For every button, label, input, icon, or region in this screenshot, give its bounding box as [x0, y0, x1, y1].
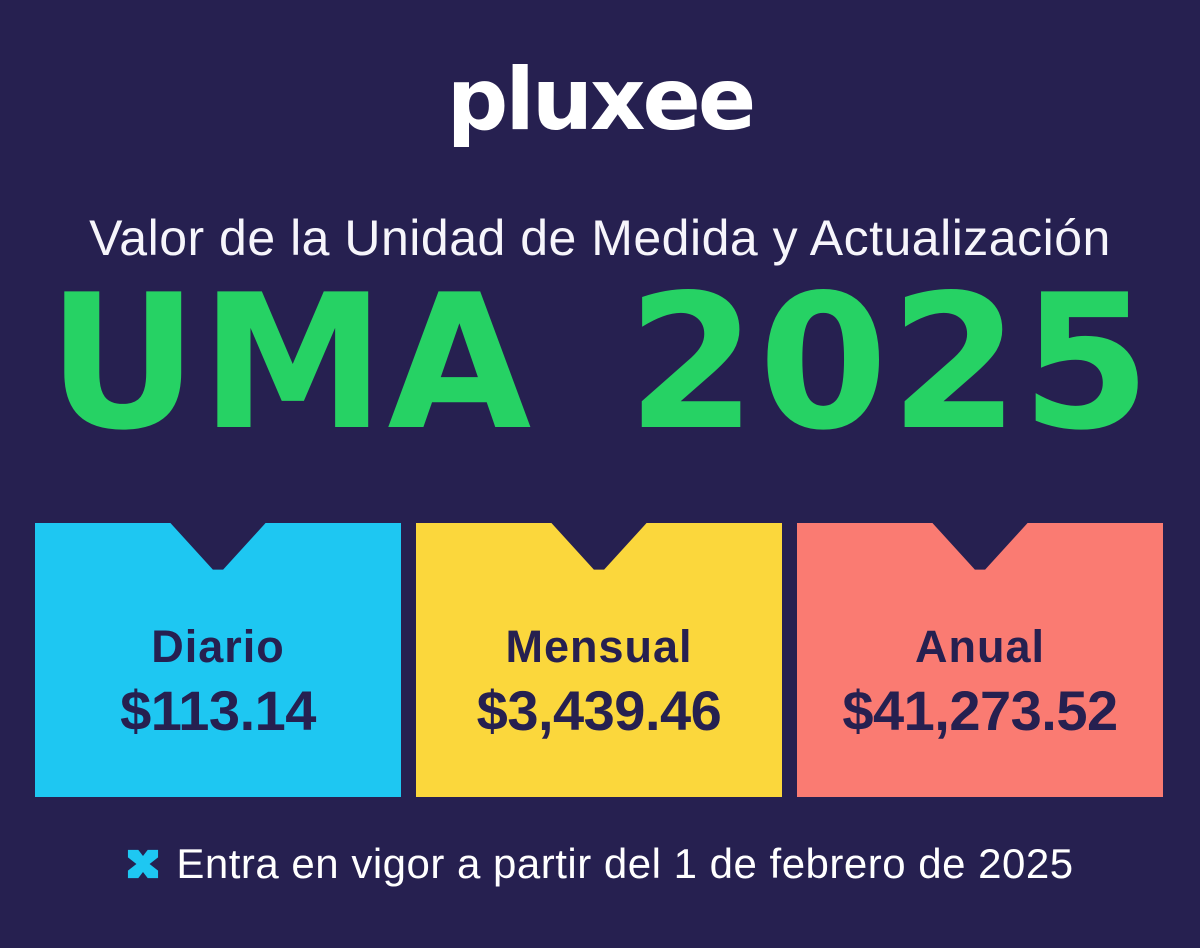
card-value: $3,439.46	[476, 679, 722, 742]
card-diario: Diario $113.14	[35, 523, 401, 797]
card-label: Mensual	[505, 621, 693, 672]
uma-title: UMA 2025	[47, 254, 1153, 471]
value-cards-row: Diario $113.14 Mensual $3,439.46 Anual $…	[35, 523, 1163, 797]
pluxee-x-icon	[128, 849, 159, 879]
card-label: Diario	[151, 621, 285, 672]
note-text: Entra en vigor a partir del 1 de febrero…	[176, 840, 1074, 887]
pluxee-logo: pluxee	[446, 50, 756, 150]
page-subtitle: Valor de la Unidad de Medida y Actualiza…	[89, 210, 1111, 266]
card-value: $41,273.52	[842, 679, 1118, 742]
effective-date-note: Entra en vigor a partir del 1 de febrero…	[0, 843, 1200, 885]
card-label: Anual	[914, 621, 1045, 672]
card-mensual: Mensual $3,439.46	[416, 523, 782, 797]
card-anual: Anual $41,273.52	[797, 523, 1163, 797]
card-value: $113.14	[120, 679, 316, 742]
